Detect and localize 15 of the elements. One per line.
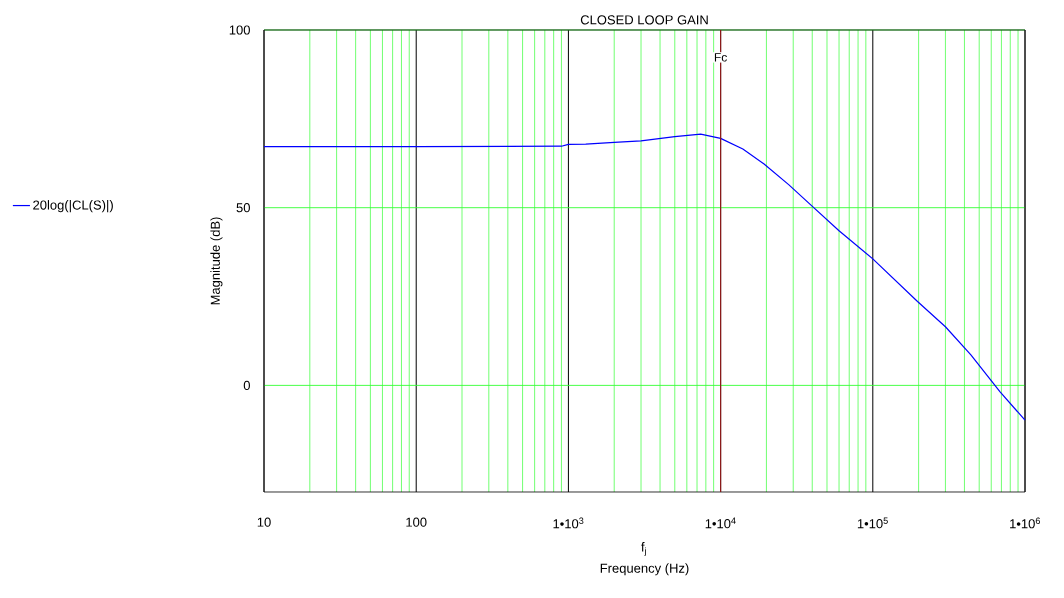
x-axis-title: Frequency (Hz) bbox=[600, 563, 689, 576]
x-tick-label: 100 bbox=[406, 517, 427, 527]
x-tick-label: 1•10$^{5}$ bbox=[857, 517, 888, 529]
chart-title: CLOSED LOOP GAIN bbox=[580, 15, 708, 25]
text: f$_{j}$ bbox=[641, 542, 646, 556]
x-tick-label: 1•10$^{4}$ bbox=[705, 517, 736, 529]
x-tick-label: 10 bbox=[257, 517, 271, 527]
x-tick-label: 1•10$^{3}$ bbox=[553, 517, 584, 529]
y-tick-label: 0 bbox=[243, 380, 250, 390]
ref-line-label: Fc bbox=[714, 53, 727, 62]
legend-label: 20log(|CL(S)|) bbox=[33, 200, 113, 213]
y-axis-title: Magnitude (dB) bbox=[210, 217, 223, 305]
y-tick-label: 50 bbox=[236, 203, 250, 213]
y-tick-label: 100 bbox=[229, 25, 250, 35]
x-tick-label: 1•10$^{6}$ bbox=[1010, 517, 1040, 529]
